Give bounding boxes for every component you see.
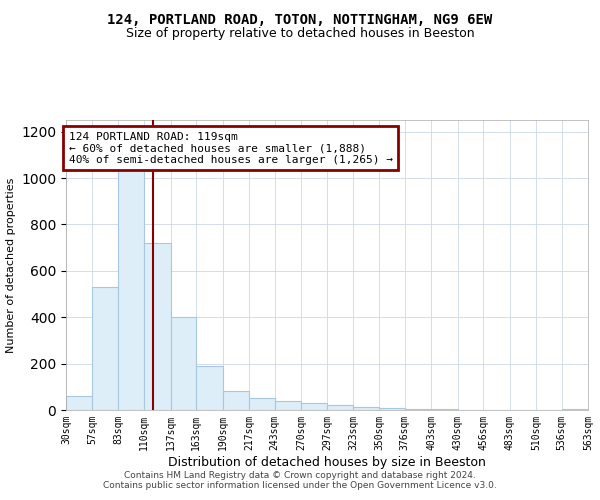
Text: 124, PORTLAND ROAD, TOTON, NOTTINGHAM, NG9 6EW: 124, PORTLAND ROAD, TOTON, NOTTINGHAM, N… [107,12,493,26]
Bar [223,392,249,410]
Bar [118,166,145,410]
Text: Size of property relative to detached houses in Beeston: Size of property relative to detached ho… [125,28,475,40]
Bar [562,409,588,410]
Text: Contains HM Land Registry data © Crown copyright and database right 2024.
Contai: Contains HM Land Registry data © Crown c… [103,470,497,490]
Bar [92,287,118,410]
Bar [275,400,301,410]
X-axis label: Distribution of detached houses by size in Beeston: Distribution of detached houses by size … [168,456,486,468]
Bar [353,406,379,410]
Bar [249,398,275,410]
Bar [405,409,431,410]
Bar [328,406,353,410]
Bar [171,317,196,410]
Bar [196,366,223,410]
Text: 124 PORTLAND ROAD: 119sqm
← 60% of detached houses are smaller (1,888)
40% of se: 124 PORTLAND ROAD: 119sqm ← 60% of detac… [69,132,393,165]
Bar [66,396,92,410]
Bar [379,408,405,410]
Bar [145,243,171,410]
Y-axis label: Number of detached properties: Number of detached properties [5,178,16,352]
Bar [301,403,328,410]
